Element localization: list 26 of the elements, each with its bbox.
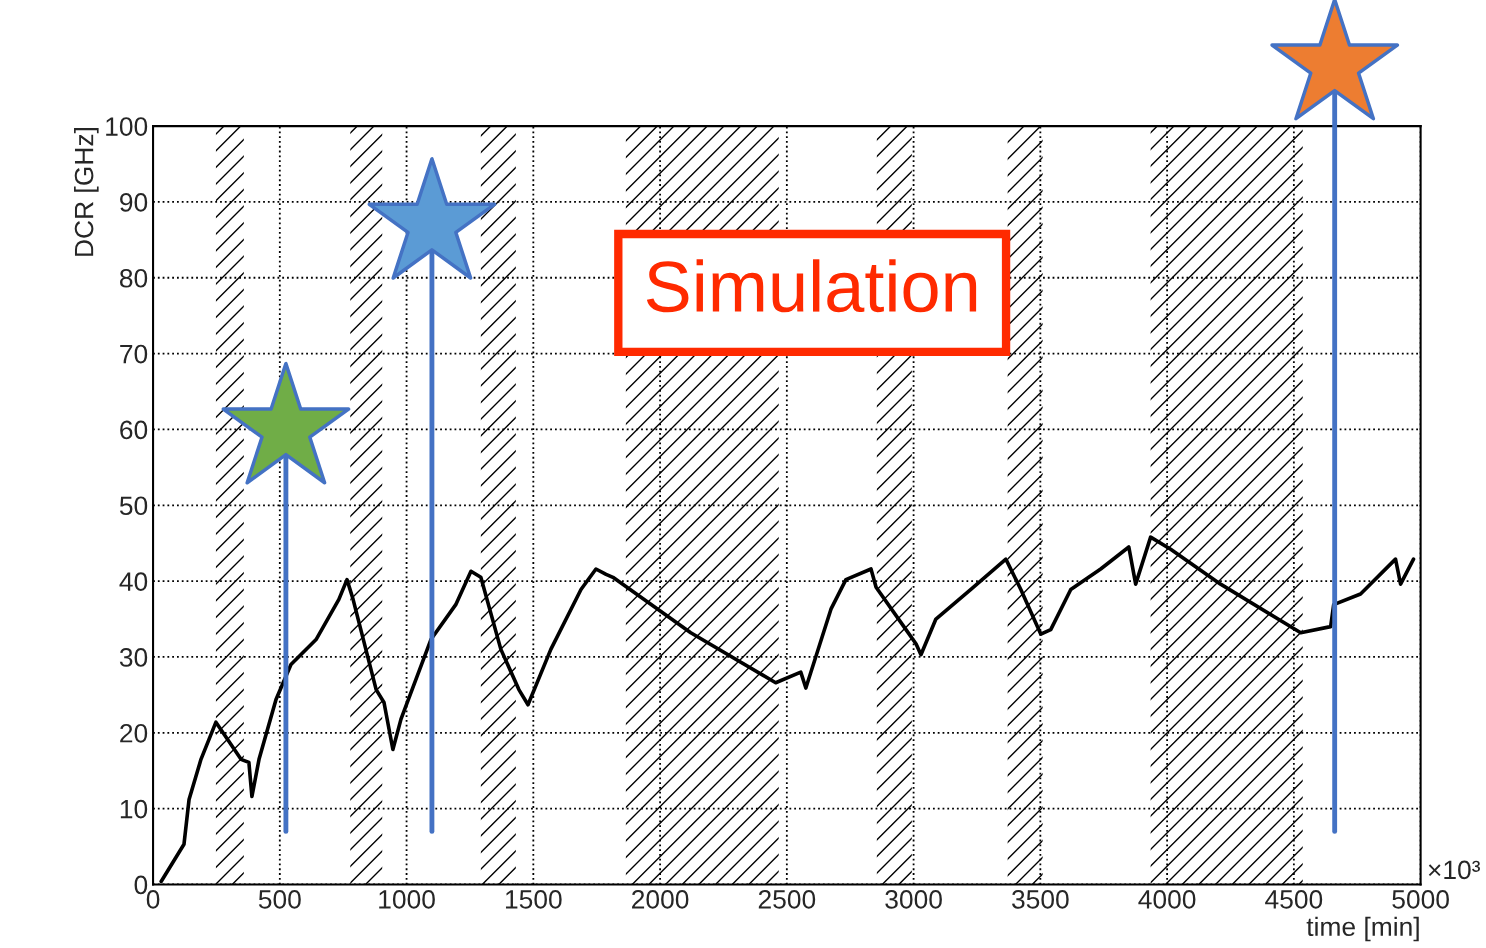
y-tick-label: 40 xyxy=(119,572,148,591)
y-tick-label: 90 xyxy=(120,193,148,212)
x-tick-label: 1500 xyxy=(505,890,562,909)
y-tick-label: 0 xyxy=(134,875,148,895)
y-tick-label: 50 xyxy=(119,496,148,516)
x-tick-label: 2500 xyxy=(758,890,816,909)
x-tick-label: 4000 xyxy=(1138,890,1196,909)
x-tick-label: 5000 xyxy=(1392,890,1449,909)
y-axis-title: DCR [GHz] xyxy=(74,127,99,256)
y-tick-label: 20 xyxy=(120,723,148,743)
x-tick-label: 0 xyxy=(146,890,160,909)
x-tick-label: 3000 xyxy=(885,890,942,909)
x-tick-label: 4500 xyxy=(1265,890,1323,909)
y-tick-label: 70 xyxy=(120,344,148,364)
x-tick-label: 1000 xyxy=(379,890,435,909)
x-axis-title: time [min] xyxy=(1306,916,1419,942)
y-tick-label: 60 xyxy=(120,420,148,440)
x-tick-label: 500 xyxy=(258,890,301,909)
x-tick-label: 2000 xyxy=(632,890,689,909)
text: ×10³ xyxy=(1428,860,1480,880)
annotation: Simulation xyxy=(646,259,977,313)
y-tick-label: 100 xyxy=(106,117,148,136)
x-tick-label: 3500 xyxy=(1012,890,1069,909)
y-tick-label: 10 xyxy=(120,799,148,819)
y-tick-label: 80 xyxy=(119,268,148,288)
y-tick-label: 30 xyxy=(119,648,148,667)
